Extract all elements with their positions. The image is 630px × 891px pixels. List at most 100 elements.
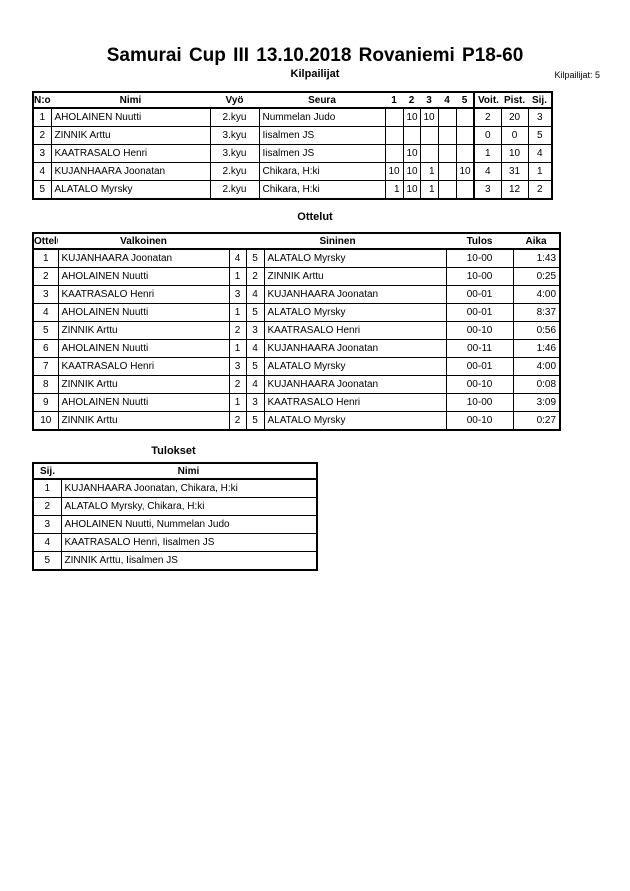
match-number: 7 bbox=[32, 357, 59, 376]
result-name: KUJANHAARA Joonatan, Chikara, H:ki bbox=[60, 478, 318, 498]
blue-name: ALATALO Myrsky bbox=[263, 357, 447, 376]
score-cell bbox=[402, 126, 421, 145]
wins: 1 bbox=[473, 144, 502, 163]
white-number: 1 bbox=[228, 339, 247, 358]
result-name: AHOLAINEN Nuutti, Nummelan Judo bbox=[60, 515, 318, 534]
white-number: 1 bbox=[228, 267, 247, 286]
match-row: 7 KAATRASALO Henri 3 5 ALATALO Myrsky 00-01 4:… bbox=[32, 357, 561, 376]
competitor-count: Kilpailijat: 5 bbox=[554, 70, 600, 80]
match-number: 1 bbox=[32, 248, 59, 268]
col-header: Seura bbox=[308, 94, 336, 106]
col-header: 5 bbox=[461, 94, 468, 106]
competitor-belt: 2.kyu bbox=[209, 180, 260, 200]
competitor-number: 3 bbox=[32, 144, 52, 163]
match-result: 00-10 bbox=[445, 375, 514, 394]
competitor-name: ALATALO Myrsky bbox=[50, 180, 211, 200]
col-header: Voit. bbox=[473, 92, 501, 108]
competitor-club: Iisalmen JS bbox=[258, 126, 386, 145]
points: 31 bbox=[500, 162, 529, 181]
competitor-number: 5 bbox=[32, 180, 52, 200]
wins: 2 bbox=[473, 107, 502, 127]
result-place: 4 bbox=[32, 533, 62, 552]
white-name: AHOLAINEN Nuutti bbox=[57, 303, 230, 322]
match-number: 9 bbox=[32, 393, 59, 412]
score-cell: 1 bbox=[419, 180, 439, 200]
match-time: 0:25 bbox=[512, 267, 561, 286]
col-header: Ottelu bbox=[34, 235, 58, 247]
match-time: 1:46 bbox=[512, 339, 561, 358]
white-name: AHOLAINEN Nuutti bbox=[57, 393, 230, 412]
white-name: KAATRASALO Henri bbox=[57, 285, 230, 304]
score-cell bbox=[455, 126, 475, 145]
score-cell: 10 bbox=[402, 107, 421, 127]
match-result: 00-10 bbox=[445, 411, 514, 431]
match-result: 00-11 bbox=[445, 339, 514, 358]
competitor-row: 4 KUJANHAARA Joonatan 2.kyu Chikara, H:ki 10… bbox=[32, 162, 553, 181]
white-number: 2 bbox=[228, 321, 247, 340]
points: 12 bbox=[500, 180, 529, 200]
score-cell: 10 bbox=[419, 107, 439, 127]
results-table: Sij. Nimi 1 KUJANHAARA Joonatan, Chikara,… bbox=[32, 462, 318, 571]
white-name: ZINNIK Arttu bbox=[57, 321, 230, 340]
score-cell bbox=[455, 180, 475, 200]
match-row: 8 ZINNIK Arttu 2 4 KUJANHAARA Joonatan 00-10 0… bbox=[32, 375, 561, 394]
place: 2 bbox=[527, 180, 553, 200]
score-cell bbox=[384, 107, 404, 127]
blue-number: 3 bbox=[245, 393, 265, 412]
blue-number: 5 bbox=[245, 411, 265, 431]
blue-number: 4 bbox=[245, 285, 265, 304]
match-result: 10-00 bbox=[445, 267, 514, 286]
col-header: Sij. bbox=[531, 94, 547, 106]
match-number: 10 bbox=[32, 411, 59, 431]
white-name: KUJANHAARA Joonatan bbox=[57, 248, 230, 268]
match-result: 00-01 bbox=[445, 303, 514, 322]
blue-number: 3 bbox=[245, 321, 265, 340]
match-number: 6 bbox=[32, 339, 59, 358]
match-result: 00-10 bbox=[445, 321, 514, 340]
score-cell bbox=[437, 126, 457, 145]
col-header: Nimi bbox=[177, 465, 200, 477]
white-number: 4 bbox=[228, 248, 247, 268]
match-row: 6 AHOLAINEN Nuutti 1 4 KUJANHAARA Joonatan 00… bbox=[32, 339, 561, 358]
blue-number: 5 bbox=[245, 248, 265, 268]
competitors-table: N:o Nimi Vyö Seura 1 2 3 4 5 Voit. Pist. Sij. 1 AHOLA… bbox=[32, 91, 553, 200]
result-place: 3 bbox=[32, 515, 62, 534]
blue-name: ALATALO Myrsky bbox=[263, 411, 447, 431]
score-cell: 10 bbox=[455, 162, 475, 181]
score-cell bbox=[419, 144, 439, 163]
score-cell bbox=[384, 144, 404, 163]
points: 20 bbox=[500, 107, 529, 127]
col-header: Tulos bbox=[466, 235, 493, 247]
match-result: 00-01 bbox=[445, 285, 514, 304]
wins: 0 bbox=[473, 126, 502, 145]
score-cell: 1 bbox=[419, 162, 439, 181]
col-header: Pist. bbox=[504, 94, 526, 106]
score-cell bbox=[455, 107, 475, 127]
blue-number: 5 bbox=[245, 303, 265, 322]
page-title: Samurai Cup III 13.10.2018 Rovaniemi P18… bbox=[106, 45, 524, 66]
match-result: 10-00 bbox=[445, 393, 514, 412]
score-cell bbox=[437, 107, 457, 127]
competitor-club: Chikara, H:ki bbox=[258, 162, 386, 181]
score-cell bbox=[419, 126, 439, 145]
match-number: 8 bbox=[32, 375, 59, 394]
white-number: 2 bbox=[228, 375, 247, 394]
match-number: 4 bbox=[32, 303, 59, 322]
col-header: Aika bbox=[525, 235, 547, 247]
points: 0 bbox=[500, 126, 529, 145]
white-number: 1 bbox=[228, 393, 247, 412]
blue-name: KUJANHAARA Joonatan bbox=[263, 339, 447, 358]
competitor-number: 1 bbox=[32, 107, 52, 127]
competitor-row: 2 ZINNIK Arttu 3.kyu Iisalmen JS 0 0 5 bbox=[32, 126, 553, 145]
match-result: 00-01 bbox=[445, 357, 514, 376]
score-cell: 10 bbox=[402, 180, 421, 200]
col-header: Valkoinen bbox=[120, 235, 167, 247]
result-name: ALATALO Myrsky, Chikara, H:ki bbox=[60, 497, 318, 516]
place: 1 bbox=[527, 162, 553, 181]
match-row: 3 KAATRASALO Henri 3 4 KUJANHAARA Joonatan 00… bbox=[32, 285, 561, 304]
result-row: 1 KUJANHAARA Joonatan, Chikara, H:ki bbox=[32, 478, 318, 498]
matches-table: Ottelu Valkoinen Sininen Tulos Aika 1KUJ… bbox=[32, 232, 562, 431]
match-result: 10-00 bbox=[445, 248, 514, 268]
score-cell bbox=[437, 180, 457, 200]
